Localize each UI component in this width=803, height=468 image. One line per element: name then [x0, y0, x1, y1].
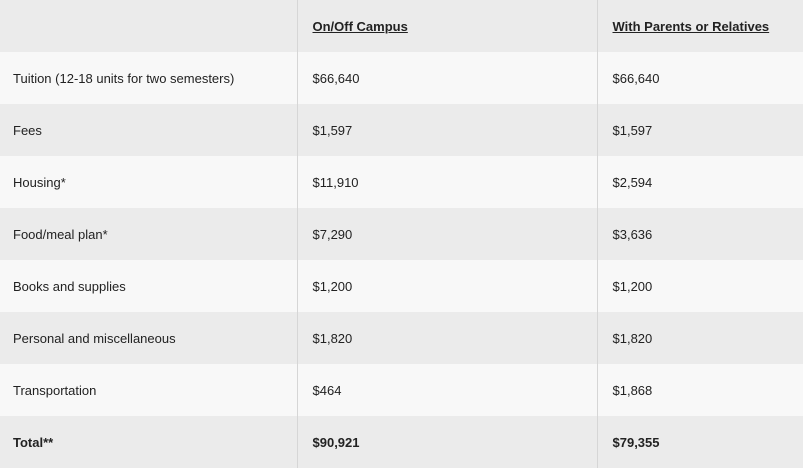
table-row: Books and supplies $1,200 $1,200 [0, 260, 803, 312]
row-label: Personal and miscellaneous [0, 312, 297, 364]
row-label: Transportation [0, 364, 297, 416]
header-on-off-campus: On/Off Campus [296, 0, 597, 52]
with-parents-value: $1,868 [596, 364, 803, 416]
on-off-campus-value: $1,820 [296, 312, 597, 364]
with-parents-value: $2,594 [596, 156, 803, 208]
table-row: Fees $1,597 $1,597 [0, 104, 803, 156]
total-with-parents: $79,355 [596, 416, 803, 468]
on-off-campus-value: $464 [296, 364, 597, 416]
table-row: Housing* $11,910 $2,594 [0, 156, 803, 208]
table-row: Transportation $464 $1,868 [0, 364, 803, 416]
table-row: Tuition (12-18 units for two semesters) … [0, 52, 803, 104]
with-parents-value: $66,640 [596, 52, 803, 104]
on-off-campus-value: $7,290 [296, 208, 597, 260]
total-row: Total** $90,921 $79,355 [0, 416, 803, 468]
table-row: Food/meal plan* $7,290 $3,636 [0, 208, 803, 260]
total-on-off-campus: $90,921 [296, 416, 597, 468]
with-parents-value: $3,636 [596, 208, 803, 260]
row-label: Food/meal plan* [0, 208, 297, 260]
header-cell-blank [0, 0, 297, 52]
row-label: Books and supplies [0, 260, 297, 312]
row-label: Fees [0, 104, 297, 156]
with-parents-value: $1,597 [596, 104, 803, 156]
total-label: Total** [0, 416, 297, 468]
on-off-campus-value: $1,200 [296, 260, 597, 312]
row-label: Housing* [0, 156, 297, 208]
header-with-parents: With Parents or Relatives [596, 0, 803, 52]
on-off-campus-value: $66,640 [296, 52, 597, 104]
with-parents-value: $1,200 [596, 260, 803, 312]
table-row: Personal and miscellaneous $1,820 $1,820 [0, 312, 803, 364]
row-label: Tuition (12-18 units for two semesters) [0, 52, 297, 104]
header-row: On/Off Campus With Parents or Relatives [0, 0, 803, 52]
with-parents-value: $1,820 [596, 312, 803, 364]
on-off-campus-value: $11,910 [296, 156, 597, 208]
on-off-campus-value: $1,597 [296, 104, 597, 156]
